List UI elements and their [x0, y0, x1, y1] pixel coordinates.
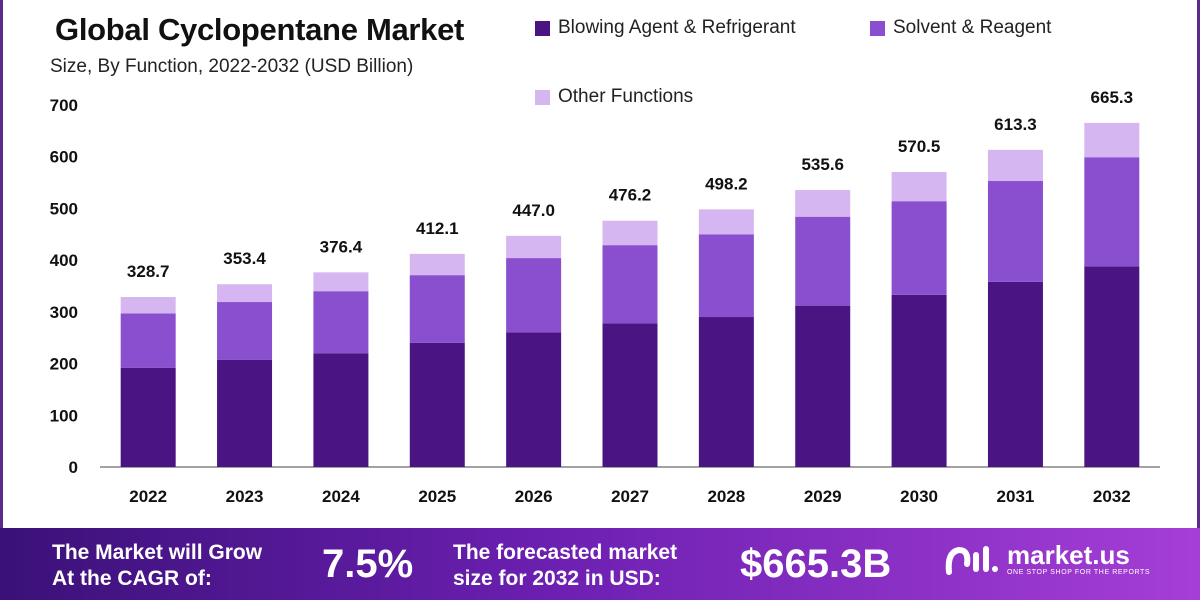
- left-border: [0, 0, 3, 528]
- chart-title: Global Cyclopentane Market: [55, 12, 465, 47]
- x-tick-label: 2023: [226, 487, 264, 506]
- y-tick-label: 400: [50, 251, 78, 270]
- bar-segment-blowing-agent: [506, 332, 562, 467]
- x-tick-label: 2028: [707, 487, 745, 506]
- bar-segment-solvent: [987, 181, 1043, 282]
- bar-segment-other: [409, 253, 465, 276]
- forecast-label: The forecasted market size for 2032 in U…: [453, 540, 677, 592]
- bar-total-label: 353.4: [223, 249, 266, 268]
- bar-segment-blowing-agent: [602, 323, 658, 467]
- y-tick-label: 500: [50, 199, 78, 218]
- y-tick-label: 300: [50, 303, 78, 322]
- footer-banner: The Market will Grow At the CAGR of: 7.5…: [0, 528, 1200, 600]
- legend-item-blowing-agent: Blowing Agent & Refrigerant: [535, 17, 796, 39]
- x-tick-label: 2029: [804, 487, 842, 506]
- x-tick-label: 2030: [900, 487, 938, 506]
- cagr-value: 7.5%: [322, 542, 414, 586]
- bar-segment-solvent: [120, 313, 176, 368]
- bar-total-label: 476.2: [609, 186, 652, 205]
- bar-segment-solvent: [698, 234, 754, 318]
- bar-total-label: 498.2: [705, 174, 748, 193]
- bar-segment-blowing-agent: [313, 353, 369, 467]
- bar-segment-other: [217, 284, 273, 303]
- bar-segment-other: [1084, 122, 1140, 158]
- brand-text: market.us ONE STOP SHOP FOR THE REPORTS: [1007, 542, 1150, 578]
- bar-segment-other: [698, 209, 754, 235]
- legend-item-solvent: Solvent & Reagent: [870, 17, 1051, 39]
- bar-segment-solvent: [602, 245, 658, 324]
- forecast-label-line2: size for 2032 in USD:: [453, 567, 661, 590]
- bar-segment-blowing-agent: [698, 317, 754, 467]
- bar-segment-blowing-agent: [217, 359, 273, 467]
- legend-swatch-other: [535, 89, 550, 105]
- stacked-bar-chart: 0 100 200 300 400 500 600 700 328.7 2022 353.4 2023…: [50, 88, 1160, 506]
- x-tick-label: 2027: [611, 487, 649, 506]
- brand-logo[interactable]: market.us ONE STOP SHOP FOR THE REPORTS: [945, 542, 1150, 578]
- bar-segment-solvent: [795, 216, 851, 306]
- bar-segment-other: [795, 190, 851, 217]
- bar-segment-solvent: [217, 302, 273, 360]
- bar-segment-other: [891, 171, 947, 202]
- bar-segment-other: [506, 235, 562, 259]
- y-tick-label: 600: [50, 148, 78, 167]
- legend-swatch-solvent: [870, 20, 885, 36]
- y-tick-label: 200: [50, 355, 78, 374]
- legend-label-other: Other Functions: [558, 86, 694, 107]
- cagr-label: The Market will Grow At the CAGR of:: [52, 540, 262, 592]
- legend-label-solvent: Solvent & Reagent: [893, 17, 1052, 38]
- brand-name: market.us: [1007, 540, 1130, 570]
- bar-segment-blowing-agent: [1084, 266, 1140, 467]
- bar-segment-solvent: [506, 258, 562, 333]
- bar-segment-other: [313, 272, 369, 292]
- bar-total-label: 665.3: [1091, 88, 1134, 107]
- bar-segment-other: [602, 220, 658, 246]
- x-tick-label: 2025: [418, 487, 456, 506]
- y-tick-label: 100: [50, 406, 78, 425]
- bar-total-label: 535.6: [801, 155, 844, 174]
- bar-segment-other: [120, 297, 176, 314]
- x-tick-label: 2031: [997, 487, 1035, 506]
- bar-total-label: 328.7: [127, 262, 170, 281]
- x-tick-label: 2024: [322, 487, 360, 506]
- bar-total-label: 613.3: [994, 115, 1037, 134]
- bar-segment-solvent: [891, 201, 947, 295]
- bar-segment-solvent: [409, 275, 465, 343]
- x-tick-label: 2022: [129, 487, 167, 506]
- legend-swatch-blowing-agent: [535, 20, 550, 36]
- bar-total-label: 447.0: [512, 201, 555, 220]
- x-tick-label: 2026: [515, 487, 553, 506]
- y-tick-label: 700: [50, 96, 78, 115]
- bar-segment-solvent: [313, 291, 369, 354]
- right-border: [1197, 0, 1200, 528]
- bar-segment-blowing-agent: [409, 342, 465, 467]
- bar-total-label: 412.1: [416, 219, 459, 238]
- bar-segment-other: [987, 149, 1043, 182]
- cagr-label-line1: The Market will Grow: [52, 541, 263, 564]
- legend-label-blowing-agent: Blowing Agent & Refrigerant: [558, 17, 796, 38]
- x-tick-label: 2032: [1093, 487, 1131, 506]
- legend-item-other: Other Functions: [535, 86, 693, 108]
- brand-tagline: ONE STOP SHOP FOR THE REPORTS: [1007, 569, 1151, 576]
- bar-segment-blowing-agent: [795, 305, 851, 467]
- bar-segment-solvent: [1084, 157, 1140, 267]
- cagr-label-line2: At the CAGR of:: [52, 567, 212, 590]
- bar-total-label: 376.4: [320, 237, 363, 256]
- y-tick-label: 0: [69, 458, 78, 477]
- bar-segment-blowing-agent: [891, 294, 947, 467]
- bar-segment-blowing-agent: [987, 281, 1043, 467]
- market-us-logo-icon: [945, 546, 998, 575]
- bar-segment-blowing-agent: [120, 367, 176, 467]
- forecast-label-line1: The forecasted market: [453, 541, 678, 564]
- chart-subtitle: Size, By Function, 2022-2032 (USD Billio…: [50, 56, 414, 77]
- bar-total-label: 570.5: [898, 137, 941, 156]
- forecast-value: $665.3B: [740, 542, 892, 586]
